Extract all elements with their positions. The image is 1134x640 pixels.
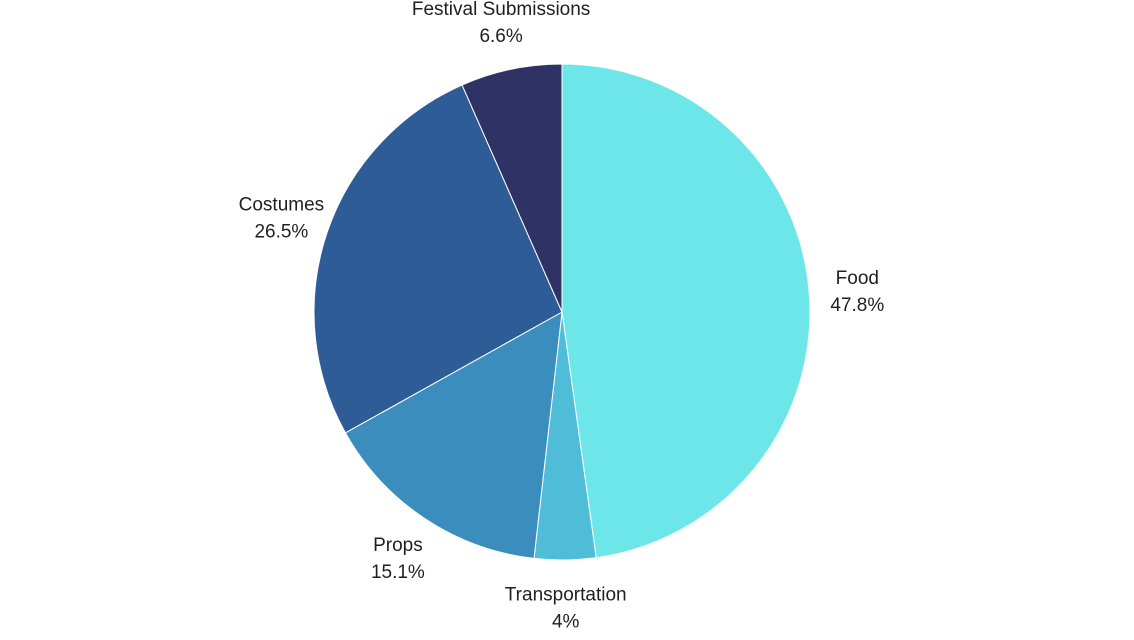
slice-label-name: Costumes — [239, 194, 325, 215]
pie-label-props: Props 15.1% — [371, 535, 425, 583]
slice-label-value: 47.8% — [830, 295, 884, 316]
slice-label-name: Props — [373, 535, 423, 556]
pie-label-festival-submissions: Festival Submissions 6.6% — [412, 0, 590, 47]
slice-label-value: 15.1% — [371, 562, 425, 583]
pie-slice-festival-submissions — [461, 63, 563, 313]
pie-label-food: Food 47.8% — [830, 268, 884, 316]
pie-slice-food — [561, 63, 811, 559]
slice-label-value: 26.5% — [254, 221, 308, 242]
pie-labels: Food 47.8% Transportation 4% Props 15.1% Costu… — [239, 0, 885, 633]
pie-label-transportation: Transportation 4% — [505, 585, 627, 633]
slice-label-value: 4% — [552, 612, 580, 633]
slice-label-name: Transportation — [505, 585, 627, 606]
pie-label-costumes: Costumes 26.5% — [239, 194, 325, 242]
pie-slices — [313, 63, 811, 561]
slice-label-name: Festival Submissions — [412, 0, 590, 20]
slice-label-value: 6.6% — [479, 26, 522, 47]
slice-label-name: Food — [836, 268, 879, 289]
pie-slice-props — [344, 311, 563, 559]
